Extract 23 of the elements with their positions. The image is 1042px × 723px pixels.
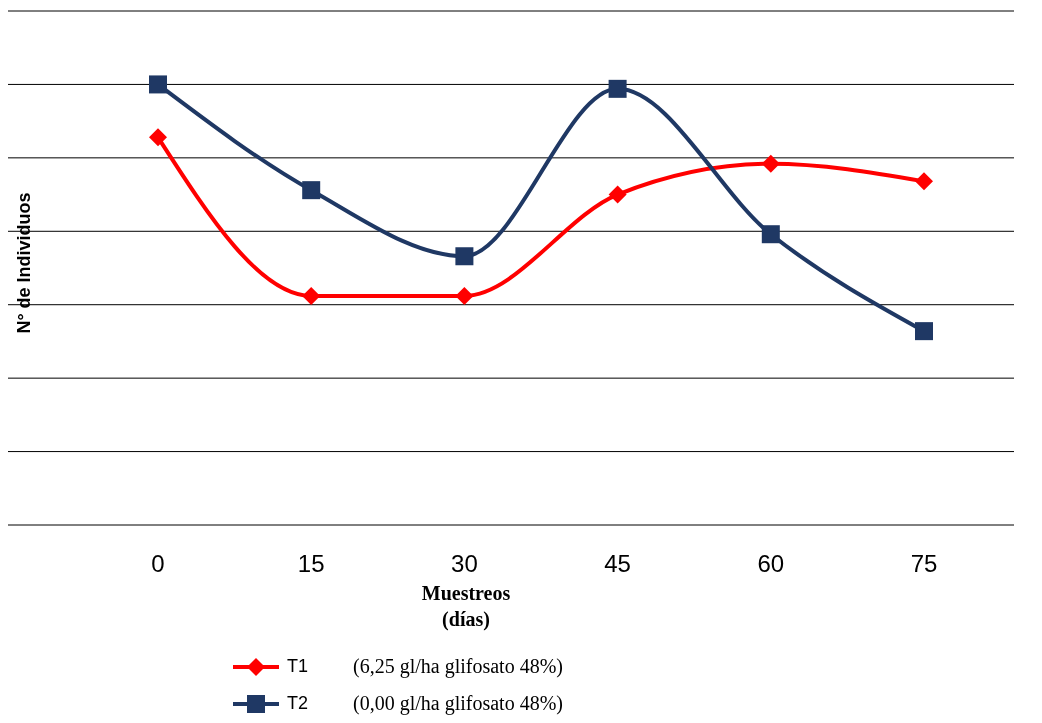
point bbox=[915, 322, 933, 341]
point bbox=[761, 154, 780, 173]
x-tick-label: 30 bbox=[451, 550, 478, 578]
y-axis-title: N° de Individuos bbox=[14, 192, 34, 334]
x-tick-label: 60 bbox=[757, 550, 785, 578]
legend-label: T1 bbox=[287, 656, 309, 677]
point bbox=[455, 247, 474, 266]
x-tick-label: 75 bbox=[910, 550, 938, 578]
point bbox=[302, 181, 321, 200]
text: (6,25 gl/ha glifosato 48%) bbox=[353, 655, 563, 678]
point bbox=[608, 79, 627, 98]
legend-label: T2 bbox=[287, 693, 309, 714]
x-axis-title: Muestreos (días) bbox=[421, 582, 511, 631]
x-tick-label: 45 bbox=[604, 550, 631, 578]
point bbox=[149, 75, 167, 94]
text: (0,00 gl/ha glifosato 48%) bbox=[353, 692, 563, 715]
point bbox=[455, 286, 474, 305]
point bbox=[915, 172, 933, 191]
point bbox=[761, 225, 780, 244]
x-tick-label: 0 bbox=[151, 550, 165, 578]
point bbox=[149, 128, 167, 147]
x-tick-label: 15 bbox=[297, 550, 325, 578]
point bbox=[608, 185, 627, 204]
